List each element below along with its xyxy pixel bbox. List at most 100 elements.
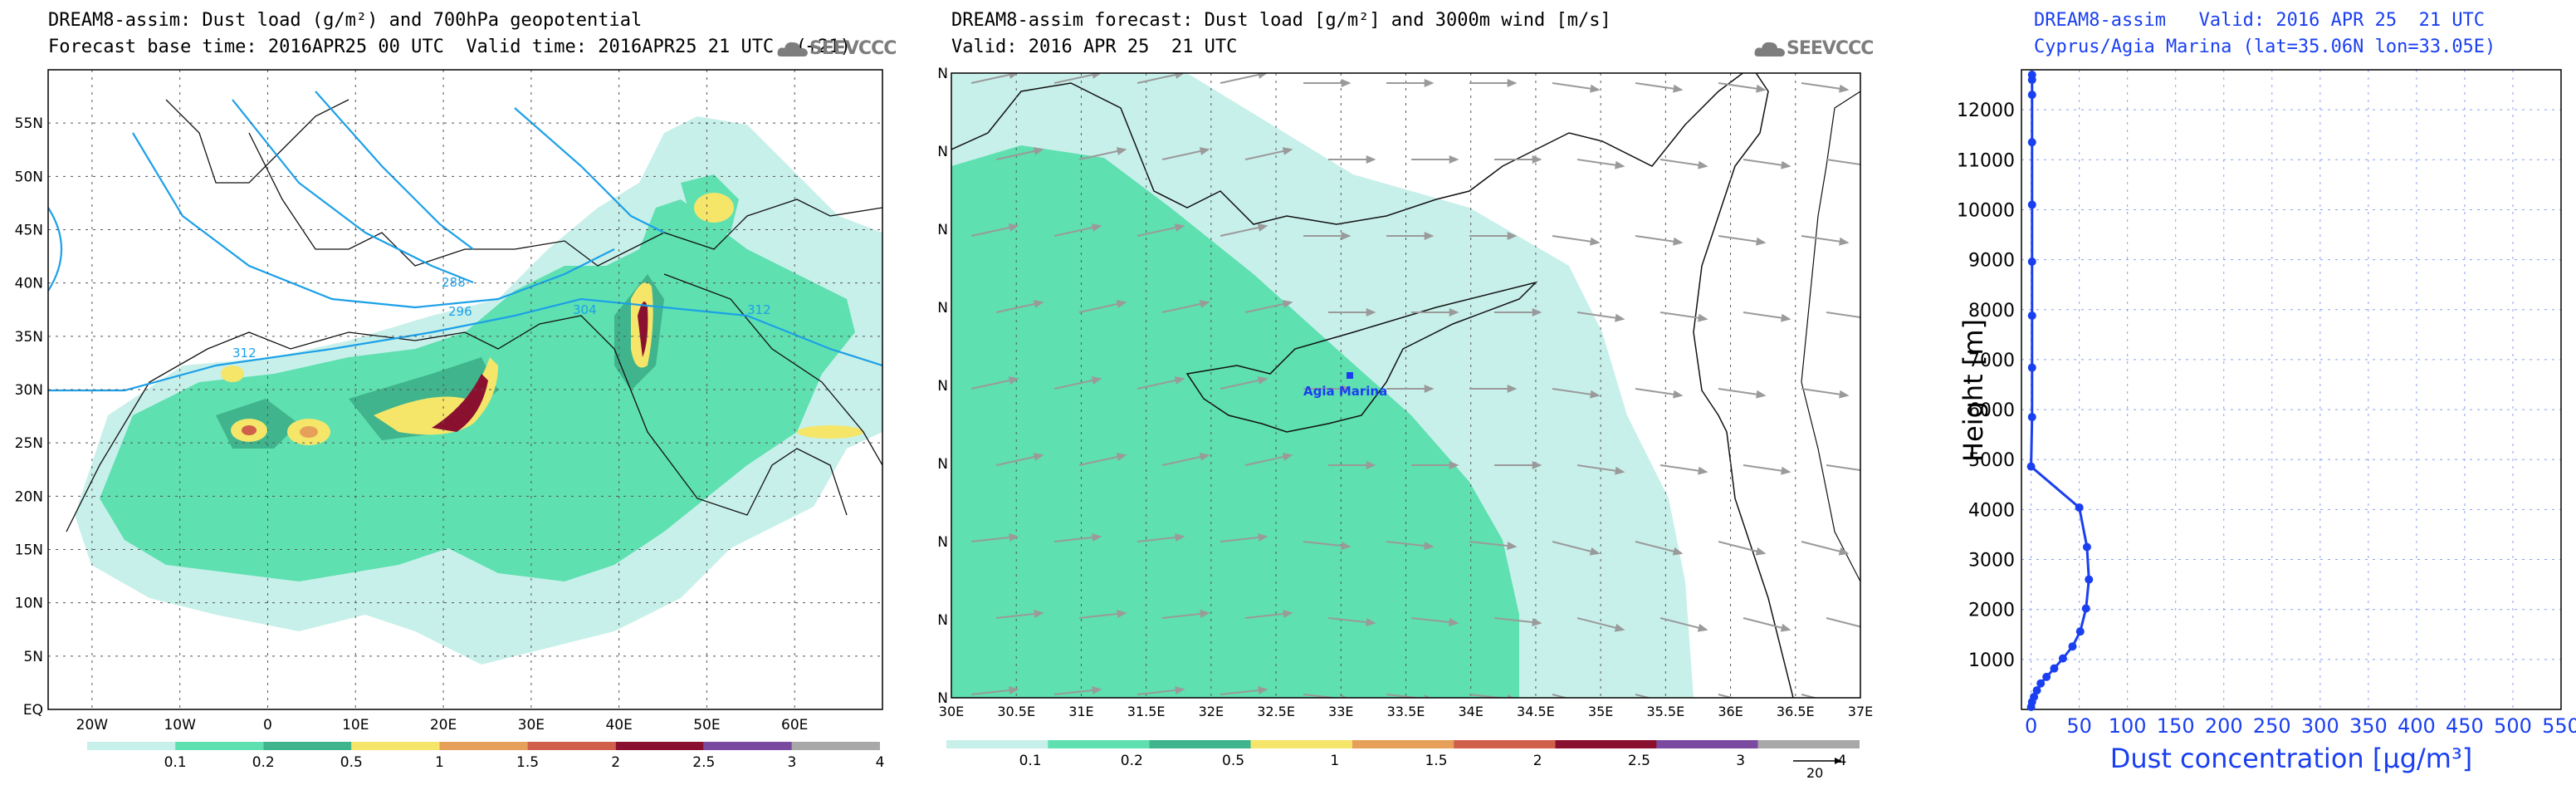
lat-tick-label: 36N: [938, 222, 948, 238]
wind-vector: [1220, 378, 1267, 390]
wind-vector-head: [1590, 237, 1601, 246]
wind-vector-head: [1092, 686, 1102, 694]
wind-vector-head: [1756, 237, 1767, 246]
x-tick-label: 500: [2494, 714, 2532, 738]
lat-tick-label: 25N: [15, 435, 43, 452]
x-tick-label: 400: [2398, 714, 2436, 738]
coastline-north: [165, 99, 349, 184]
profile-title-line1: DREAM8-assim Valid: 2016 APR 25 21 UTC: [2034, 10, 2486, 31]
wind-vector-head: [1175, 686, 1185, 694]
wind-vector: [1053, 225, 1101, 237]
wind-vector: [1826, 464, 1860, 471]
lat-tick-label: 34.5N: [938, 456, 948, 473]
middle-title-line1: DREAM8-assim forecast: Dust load [g/m²] …: [951, 10, 1611, 31]
lat-tick-label: 35N: [938, 378, 948, 395]
dust-hotspot-2-core: [300, 426, 318, 438]
y-tick-label: 1000: [1968, 650, 2015, 671]
lon-tick-label: 30.5E: [997, 704, 1035, 719]
dust-profile-point: [2032, 686, 2041, 695]
lon-tick-label: 36.5E: [1777, 704, 1815, 719]
wind-vector-head: [1839, 390, 1850, 399]
dust-area-mid: [951, 145, 1519, 698]
profile-y-label: Height [m]: [1958, 319, 1989, 462]
y-tick-label: 7000: [1968, 351, 2015, 371]
dust-profile-point: [2075, 503, 2084, 512]
wind-vector-head: [1590, 390, 1601, 399]
lon-tick-label: 30E: [518, 717, 545, 733]
x-tick-label: 450: [2446, 714, 2484, 738]
wind-vector-head: [1282, 453, 1293, 461]
wind-vector-head: [1672, 547, 1684, 556]
wind-vector: [1136, 73, 1184, 84]
x-tick-label: 100: [2109, 714, 2147, 738]
contour-label-312-east: 312: [747, 302, 771, 317]
wind-vector-head: [1008, 223, 1019, 232]
colorbar-label: 0.1: [1019, 753, 1042, 769]
wind-vector-head: [1366, 307, 1376, 317]
wind-vector-head: [1865, 626, 1872, 631]
wind-vector-head: [1756, 84, 1767, 93]
x-tick-label: 150: [2157, 714, 2195, 738]
wind-vector-head: [1615, 313, 1625, 322]
colorbar-swatch: [527, 742, 616, 750]
lon-tick-label: 20E: [430, 717, 457, 733]
wind-vector: [1718, 694, 1735, 698]
contour-label-312-west: 312: [232, 346, 257, 361]
lat-tick-label: 5N: [23, 649, 43, 665]
wind-vector-head: [1199, 147, 1210, 155]
lat-tick-label: 45N: [15, 223, 43, 239]
dust-profile-line: [2030, 75, 2090, 708]
wind-vector-head: [1840, 702, 1847, 708]
lon-tick-label: 36E: [1718, 704, 1743, 719]
wind-vector-head: [1697, 623, 1708, 632]
wind-vector-head: [1199, 453, 1210, 461]
lon-tick-label: 20W: [76, 717, 109, 733]
x-tick-label: 200: [2205, 714, 2243, 738]
wind-vector-head: [1507, 78, 1518, 88]
wind-vector-head: [1033, 147, 1044, 155]
profile-chart: 0 50 100 150 200 250 300 350 400 450 500 550 1000 200…: [1957, 69, 2576, 774]
lon-tick-label: 32.5E: [1257, 704, 1295, 719]
cyprus-coastline: [1185, 281, 1538, 433]
wind-vector: [1244, 149, 1292, 160]
wind-vector-head: [1116, 147, 1127, 155]
dust-hotspot-4-core: [638, 301, 648, 357]
colorbar-label: 2.5: [692, 754, 715, 771]
dust-profile-point: [2050, 664, 2059, 673]
x-tick-label: 300: [2301, 714, 2339, 738]
lat-tick-label: 10N: [15, 596, 43, 612]
colorbar-label: 0.5: [1222, 753, 1244, 769]
wind-vector-head: [1366, 460, 1376, 470]
wind-vector-head: [1780, 623, 1791, 632]
y-tick-label: 6000: [1968, 400, 2015, 421]
dust-profile-point: [2027, 258, 2036, 266]
wind-vector-head: [1756, 390, 1767, 399]
lat-tick-label: 55N: [15, 115, 43, 132]
wind-vector: [970, 73, 1018, 84]
wind-vector-head: [1009, 73, 1019, 79]
colorbar-swatch: [263, 742, 352, 750]
contour-312: [48, 297, 882, 392]
wind-vector-head: [1033, 453, 1044, 461]
colorbar-label: 3: [787, 754, 796, 771]
wind-vector: [970, 225, 1018, 237]
wind-vector-head: [1282, 300, 1293, 308]
wind-vector-head: [1507, 231, 1518, 241]
middle-logo-text: SEEVCCC: [1787, 38, 1874, 59]
left-map: 288 296 304 312 312 EQ5N10N15N20N25N30N3…: [15, 69, 884, 771]
left-logo: SEEVCCC: [776, 38, 897, 59]
x-tick-label: 0: [2025, 714, 2037, 738]
dust-profile-point: [2027, 363, 2036, 372]
wind-vector-head: [1092, 533, 1102, 542]
wind-vector-head: [1507, 542, 1518, 550]
colorbar-label: 1: [1330, 753, 1339, 769]
left-title-line1: DREAM8-assim: Dust load (g/m²) and 700hP…: [48, 10, 643, 31]
wind-vector-head: [1341, 231, 1352, 241]
lat-tick-label: 36.5N: [938, 144, 948, 160]
lon-tick-label: 30E: [939, 704, 964, 719]
wind-vector-head: [1341, 384, 1352, 394]
colorbar-swatch: [1555, 740, 1657, 748]
wind-vector: [995, 149, 1043, 160]
lat-tick-label: 20N: [15, 488, 43, 505]
dust-hotspot-1-core: [242, 425, 257, 435]
